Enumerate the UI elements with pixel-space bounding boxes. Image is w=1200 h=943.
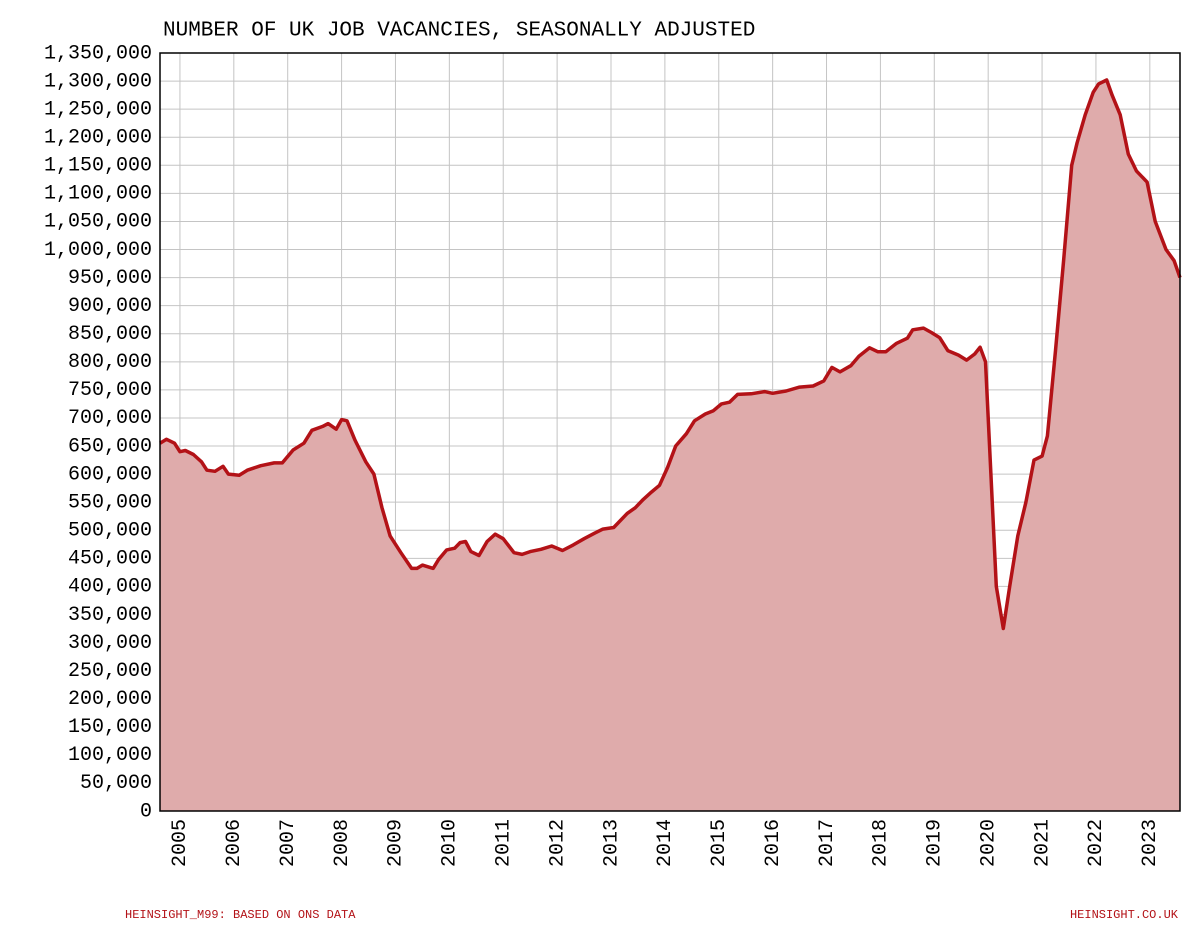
x-tick-label: 2007 [277,819,300,867]
x-tick-label: 2020 [977,819,1000,867]
y-tick-label: 1,300,000 [44,70,152,93]
y-tick-label: 1,150,000 [44,155,152,178]
x-tick-label: 2023 [1139,819,1162,867]
x-tick-label: 2008 [331,819,354,867]
area-fill [160,80,1180,811]
x-tick-label: 2011 [493,819,516,867]
y-tick-label: 100,000 [68,744,152,767]
y-tick-label: 1,200,000 [44,127,152,150]
y-tick-label: 300,000 [68,632,152,655]
y-tick-label: 900,000 [68,295,152,318]
x-tick-label: 2013 [600,819,623,867]
y-tick-label: 150,000 [68,716,152,739]
x-tick-label: 2017 [816,819,839,867]
y-tick-label: 250,000 [68,660,152,683]
y-tick-label: 550,000 [68,491,152,514]
x-tick-label: 2015 [708,819,731,867]
x-tick-label: 2010 [439,819,462,867]
website-note: HEINSIGHT.CO.UK [1070,908,1179,922]
x-tick-label: 2006 [223,819,246,867]
x-tick-label: 2009 [385,819,408,867]
x-tick-label: 2019 [924,819,947,867]
y-tick-label: 950,000 [68,267,152,290]
y-tick-label: 750,000 [68,379,152,402]
x-tick-label: 2005 [169,819,192,867]
y-tick-label: 1,100,000 [44,183,152,206]
x-tick-label: 2012 [546,819,569,867]
y-tick-label: 1,050,000 [44,211,152,234]
y-tick-label: 450,000 [68,548,152,571]
source-note: HEINSIGHT_M99: BASED ON ONS DATA [125,908,356,922]
chart-title: NUMBER OF UK JOB VACANCIES, SEASONALLY A… [163,20,755,43]
y-tick-label: 400,000 [68,576,152,599]
y-tick-label: 200,000 [68,688,152,711]
y-tick-label: 850,000 [68,323,152,346]
y-tick-label: 50,000 [80,772,152,795]
y-tick-label: 1,000,000 [44,239,152,262]
x-tick-label: 2022 [1085,819,1108,867]
plot-frame [159,52,1181,812]
y-tick-label: 1,350,000 [44,42,152,65]
y-tick-label: 1,250,000 [44,98,152,121]
x-tick-label: 2018 [870,819,893,867]
x-tick-label: 2021 [1031,819,1054,867]
x-tick-label: 2014 [654,819,677,867]
y-tick-label: 700,000 [68,407,152,430]
y-tick-label: 0 [140,800,152,823]
y-tick-label: 600,000 [68,463,152,486]
x-tick-label: 2016 [762,819,785,867]
data-line [159,78,1182,631]
y-tick-label: 500,000 [68,520,152,543]
y-tick-label: 650,000 [68,435,152,458]
y-tick-label: 800,000 [68,351,152,374]
y-tick-label: 350,000 [68,604,152,627]
